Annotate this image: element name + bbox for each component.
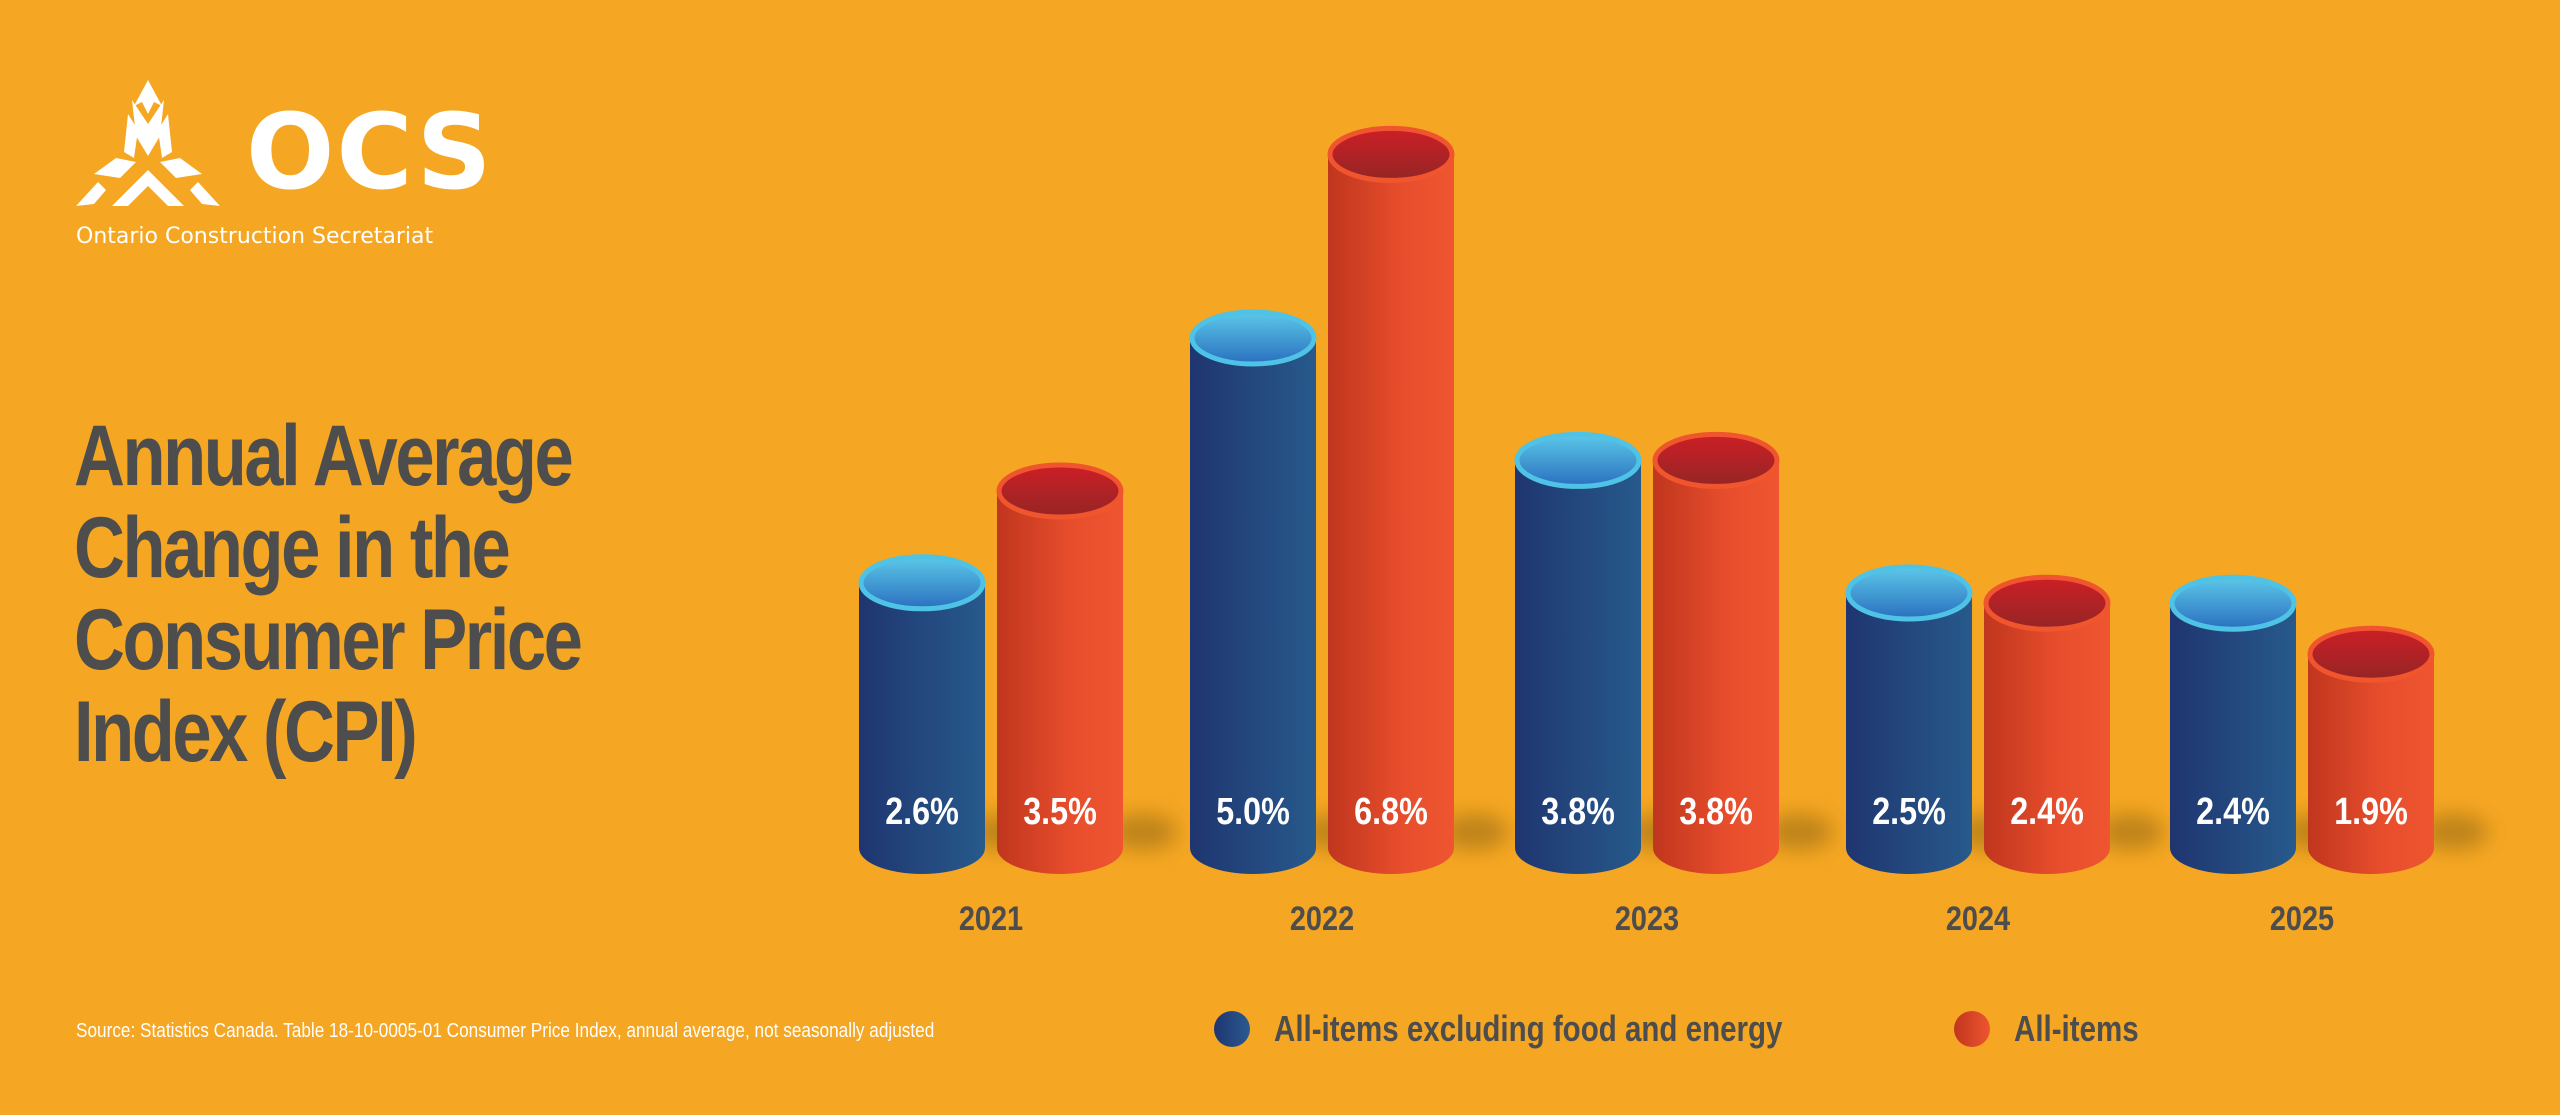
- bar-body: [1515, 460, 1641, 874]
- x-tick-label: 2025: [2270, 899, 2334, 938]
- title-line: Annual Average: [74, 408, 574, 504]
- chart-legend: All-items excluding food and energy All-…: [1214, 1008, 2226, 1050]
- bar-value-label: 2.6%: [885, 791, 959, 833]
- bar-shadow: [2420, 814, 2488, 850]
- bar-body: [859, 582, 985, 874]
- x-tick-label: 2024: [1946, 899, 2011, 938]
- bar-shadow: [1109, 814, 1177, 850]
- bar-top: [1652, 431, 1780, 489]
- bar-top: [996, 462, 1124, 520]
- bar-body: [1846, 593, 1972, 874]
- bar-body: [997, 491, 1123, 874]
- logo-text: OCS: [246, 91, 494, 213]
- bar-top: [1327, 125, 1455, 183]
- x-tick-label: 2022: [1290, 899, 1354, 938]
- bar-2025-core: [2169, 574, 2350, 874]
- bar-top: [1983, 574, 2111, 632]
- legend-swatch-red-icon: [1954, 1011, 1991, 1047]
- source-note: Source: Statistics Canada. Table 18-10-0…: [76, 1020, 935, 1042]
- bar-body: [1984, 603, 2110, 874]
- bar-2021-all-items: [996, 462, 1177, 874]
- bar-value-label: 2.4%: [2010, 791, 2084, 833]
- x-tick-label: 2023: [1615, 899, 1679, 938]
- legend-swatch-blue-icon: [1214, 1011, 1250, 1047]
- ocs-triangle-logo-icon: [76, 80, 220, 206]
- bar-shadow: [1440, 814, 1508, 850]
- bar-shadow: [1765, 814, 1833, 850]
- bar-body: [2170, 603, 2296, 874]
- legend-label: All-items: [2014, 1008, 2139, 1049]
- bar-top: [1189, 309, 1317, 367]
- bar-body: [1653, 460, 1779, 874]
- bar-body: [2308, 654, 2434, 874]
- bar-top: [2307, 625, 2435, 683]
- bar-value-label: 1.9%: [2334, 791, 2408, 833]
- bar-value-label: 5.0%: [1216, 791, 1290, 833]
- x-tick-label: 2021: [959, 899, 1023, 938]
- bar-top: [858, 554, 986, 612]
- bar-value-label: 3.8%: [1679, 791, 1753, 833]
- bar-2024-all-items: [1983, 574, 2164, 874]
- bar-value-label: 2.4%: [2196, 791, 2270, 833]
- bar-value-label: 2.5%: [1872, 791, 1946, 833]
- bar-value-label: 6.8%: [1354, 791, 1428, 833]
- title-line: Consumer Price: [74, 592, 583, 688]
- title-line: Index (CPI): [74, 684, 418, 780]
- bar-2022-all-items: [1327, 125, 1508, 874]
- bar-body: [1328, 154, 1454, 874]
- bar-2023-all-items: [1652, 431, 1833, 874]
- legend-item: All-items: [1954, 1008, 2166, 1050]
- bar-value-label: 3.5%: [1023, 791, 1097, 833]
- org-name: Ontario Construction Secretariat: [76, 224, 434, 249]
- ocs-logo: OCS Ontario Construction Secretariat: [76, 78, 492, 258]
- bar-2024-core: [1845, 564, 2026, 874]
- bar-value-label: 3.8%: [1541, 791, 1615, 833]
- bar-top: [1845, 564, 1973, 622]
- bar-body: [1190, 338, 1316, 874]
- bar-2025-all-items: [2307, 625, 2488, 874]
- bar-top: [2169, 574, 2297, 632]
- bar-shadow: [2096, 814, 2164, 850]
- chart-title: Annual Average Change in the Consumer Pr…: [74, 410, 648, 778]
- legend-item: All-items excluding food and energy: [1214, 1008, 1894, 1050]
- legend-label: All-items excluding food and energy: [1274, 1008, 1783, 1049]
- title-line: Change in the: [74, 500, 511, 596]
- bar-top: [1514, 431, 1642, 489]
